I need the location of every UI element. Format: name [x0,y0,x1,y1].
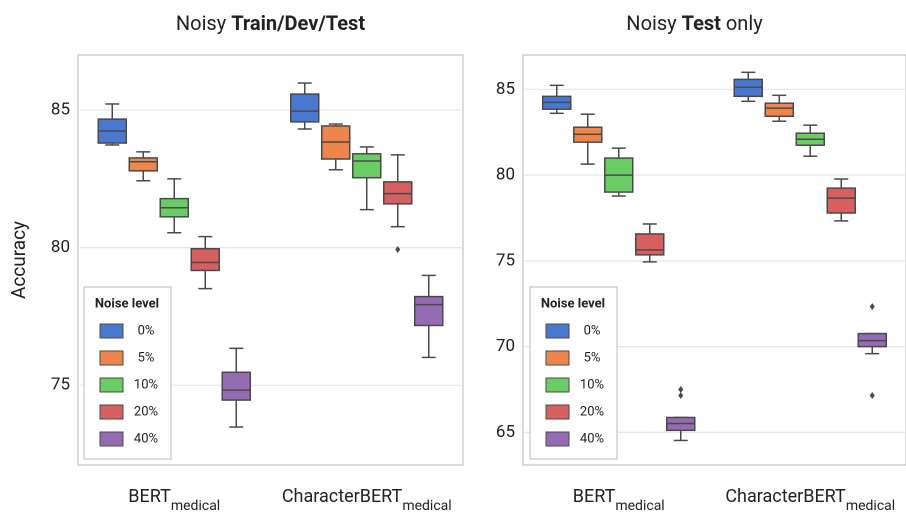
chart-title: Noisy Test only [626,11,763,35]
outlier [678,392,684,400]
category-subscript: medical [171,498,220,512]
x-tick-label: BERTmedical [128,486,220,512]
legend-label: 10% [580,377,604,392]
category-label: BERT [573,486,616,507]
title-part: Noisy [176,11,231,35]
x-tick-label: CharacterBERTmedical [725,486,895,512]
box [764,102,794,117]
category-subscript: medical [846,498,895,512]
legend-title: Noise level [95,296,159,311]
legend-swatch [99,377,124,393]
legend-label: 5% [584,350,601,365]
y-tick-label: 80 [51,237,70,257]
legend-swatch [545,377,570,393]
category-label: CharacterBERT [282,486,403,507]
legend-label: 0% [138,323,155,338]
legend-swatch [99,350,124,366]
x-tick-label: CharacterBERTmedical [282,486,452,512]
x-tick-label: BERTmedical [573,486,665,512]
y-tick-label: 80 [496,165,515,185]
title-part: Test [682,11,722,35]
legend-label: 10% [134,377,158,392]
legend-swatch [545,323,570,339]
chart-title: Noisy Train/Dev/Test [176,11,365,35]
box [414,295,444,327]
legend-swatch [99,323,124,339]
legend-title: Noise level [541,296,605,311]
y-tick-label: 85 [51,100,70,120]
legend-label: 20% [134,404,158,419]
box [190,247,220,272]
legend-swatch [545,431,570,447]
title-part: only [721,11,763,35]
legend-label: 40% [134,431,158,446]
legend-label: 0% [584,323,601,338]
box [635,233,665,256]
legend-label: 40% [580,431,604,446]
box [352,153,382,179]
category-label: CharacterBERT [725,486,846,507]
box [128,157,158,172]
category-label: BERT [128,486,171,507]
box [290,93,320,123]
outlier [869,392,875,400]
legend-label: 5% [138,350,155,365]
legend-swatch [99,404,124,420]
y-axis-label: Accuracy [7,221,30,299]
legend-swatch [545,350,570,366]
box [826,187,856,214]
y-tick-label: 70 [496,336,515,356]
legend-frame [529,286,618,460]
legend-frame [83,286,172,460]
title-part: Train/Dev/Test [231,11,365,35]
legend-swatch [99,431,124,447]
box [221,371,251,401]
legend-label: 20% [580,404,604,419]
title-part: Noisy [626,11,681,35]
outlier [869,303,875,311]
category-subscript: medical [402,498,451,512]
legend-swatch [545,404,570,420]
y-tick-label: 85 [496,79,515,99]
category-subscript: medical [615,498,664,512]
outlier [395,246,401,254]
y-tick-label: 65 [496,422,515,442]
y-tick-label: 75 [496,250,515,270]
y-tick-label: 75 [51,375,70,395]
box [383,181,413,205]
outlier [678,386,684,394]
